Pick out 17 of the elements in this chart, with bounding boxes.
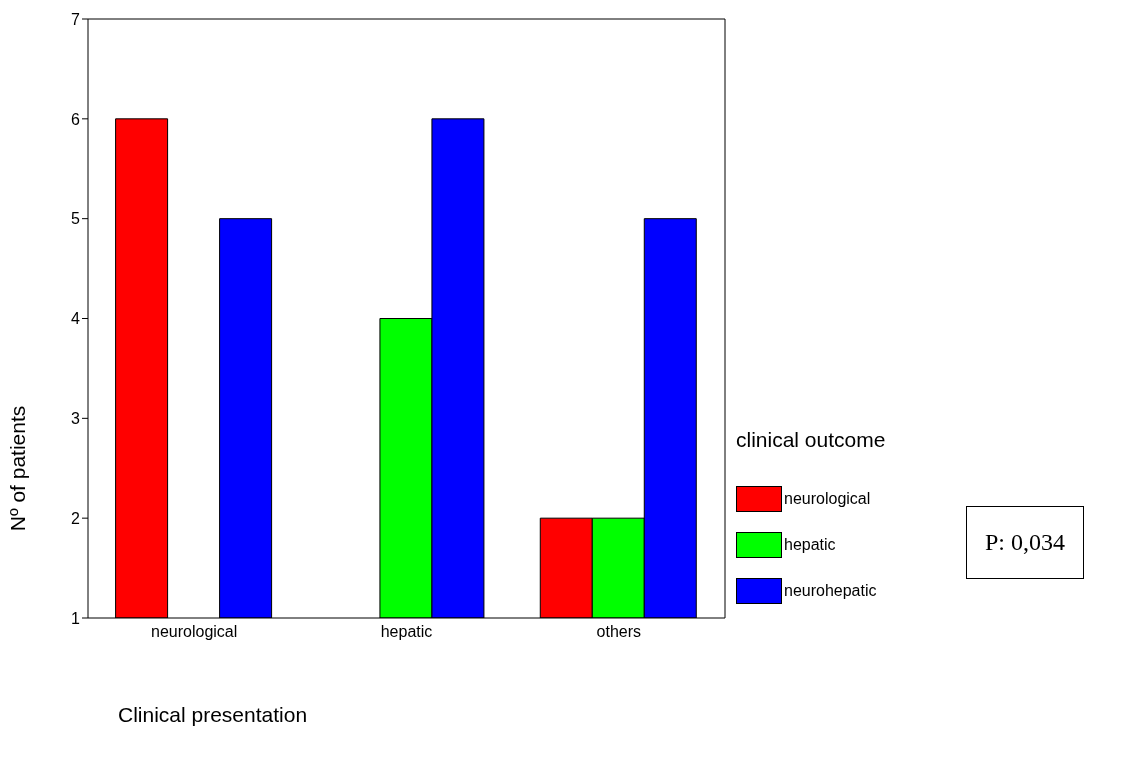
legend-label: hepatic (783, 535, 837, 555)
y-tick-label: 4 (71, 310, 81, 328)
x-tick-label: hepatic (380, 623, 433, 641)
y-tick-label: 7 (71, 10, 81, 28)
legend-title: clinical outcome (736, 428, 886, 452)
y-tick-label: 6 (71, 110, 81, 128)
legend-label: neurohepatic (783, 581, 878, 601)
y-tick-label: 1 (71, 609, 81, 627)
y-tick-label: 5 (71, 210, 81, 228)
text: P: 0,034 (966, 506, 1085, 579)
x-tick-label: others (596, 623, 642, 641)
y-tick-label: 3 (71, 410, 81, 428)
x-axis-title: Clinical presentation (118, 703, 308, 727)
y-tick-label: 2 (71, 509, 81, 527)
legend-label: neurological (783, 489, 872, 509)
y-axis-title: Nº of patients (6, 405, 30, 532)
x-tick-label: neurological (151, 623, 238, 641)
